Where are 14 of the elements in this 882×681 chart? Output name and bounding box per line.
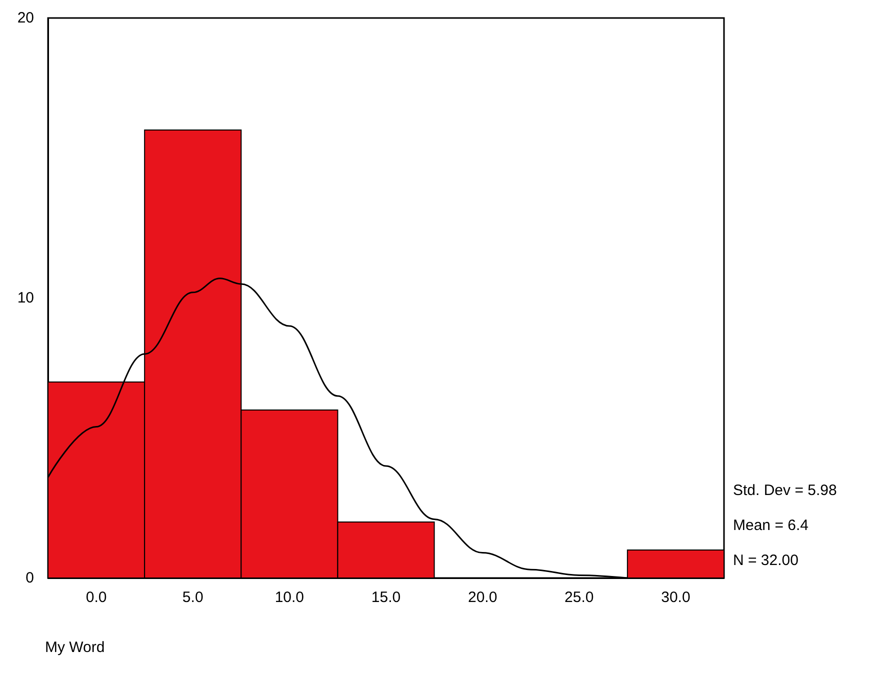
x-tick-label: 15.0 — [371, 589, 401, 606]
y-tick-label: 10 — [17, 290, 34, 306]
y-tick-label: 20 — [17, 10, 34, 26]
x-tick-label: 5.0 — [182, 589, 204, 606]
x-tick-label: 0.0 — [86, 589, 107, 606]
x-tick-label: 20.0 — [468, 589, 498, 606]
x-tick-label: 25.0 — [564, 589, 594, 606]
x-tick-label: 30.0 — [661, 589, 690, 606]
text: Mean = 6.4 — [733, 517, 808, 534]
y-tick-label: 0 — [26, 570, 34, 586]
x-axis-title: My Word — [45, 639, 105, 656]
text: N = 32.00 — [733, 552, 798, 569]
x-tick-label: 10.0 — [274, 589, 304, 606]
text: Std. Dev = 5.98 — [733, 482, 837, 499]
